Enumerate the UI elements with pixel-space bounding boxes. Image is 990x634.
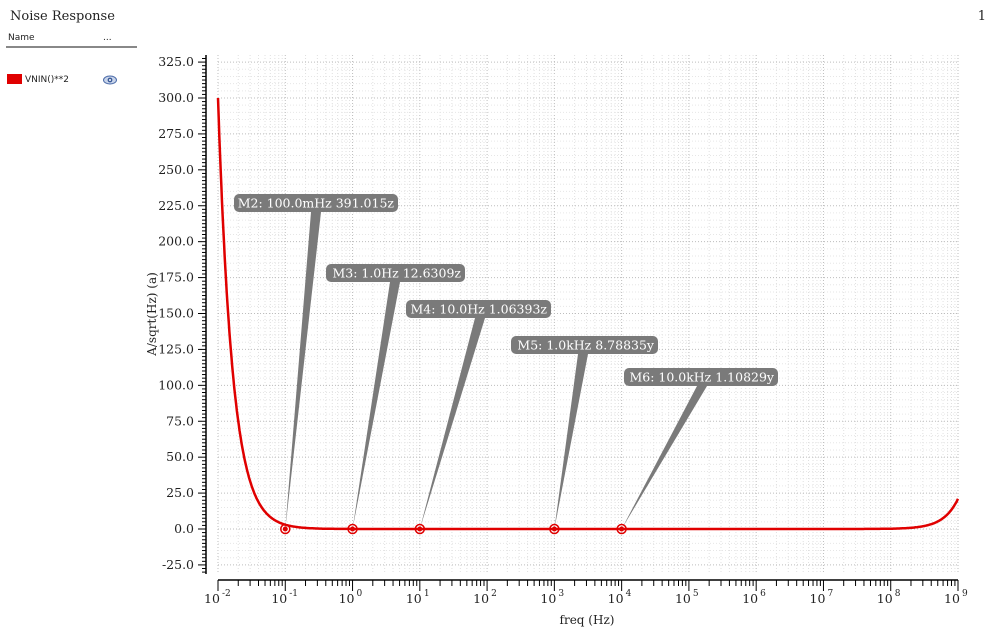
x-tick-label: 10: [473, 591, 489, 606]
svg-text:-1: -1: [289, 589, 298, 599]
svg-text:3: 3: [558, 589, 564, 599]
marker-label: M3: 1.0Hz 12.6309z: [332, 266, 461, 281]
x-tick-label: 10: [339, 591, 355, 606]
page-number: 1: [977, 9, 986, 24]
y-tick-label: 150.0: [158, 306, 194, 321]
marker-label: M2: 100.0mHz 391.015z: [238, 196, 395, 211]
legend-header: Name ...: [6, 33, 137, 48]
x-tick-label: 10: [877, 591, 893, 606]
svg-text:4: 4: [626, 589, 632, 599]
y-tick-label: 25.0: [166, 485, 194, 500]
y-tick-label: 300.0: [158, 90, 194, 105]
y-tick-label: 100.0: [158, 377, 194, 392]
legend-more-column[interactable]: ...: [103, 33, 112, 43]
y-axis-label: A/sqrt(Hz) (a): [145, 272, 159, 357]
y-tick-label: 50.0: [166, 449, 194, 464]
marker-m5[interactable]: M5: 1.0kHz 8.78835y: [511, 336, 658, 535]
y-tick-label: 175.0: [158, 270, 194, 285]
grid: [217, 55, 959, 574]
svg-text:-2: -2: [222, 589, 231, 599]
y-tick-label: 0.0: [174, 521, 194, 536]
x-axis-label: freq (Hz): [560, 613, 615, 627]
marker-m4[interactable]: M4: 10.0Hz 1.06393z: [406, 300, 551, 535]
marker-label: M6: 10.0kHz 1.10829y: [629, 370, 774, 385]
marker-m3[interactable]: M3: 1.0Hz 12.6309z: [326, 264, 465, 535]
series-color-swatch: [7, 74, 22, 84]
x-axis: 10 -2 10 -1 10 0 10 1 10 2 10 3 10 4 10 5 10 6 10 7 10 8 10 9fr…: [204, 579, 968, 627]
y-tick-label: 250.0: [158, 162, 194, 177]
chart-title: Noise Response: [10, 9, 115, 24]
y-tick-label: -25.0: [162, 557, 194, 572]
marker-label: M5: 1.0kHz 8.78835y: [517, 338, 655, 353]
x-tick-label: 10: [406, 591, 422, 606]
y-tick-label: 75.0: [166, 413, 194, 428]
marker-m6[interactable]: M6: 10.0kHz 1.10829y: [616, 368, 778, 535]
x-tick-label: 10: [271, 591, 287, 606]
x-tick-label: 10: [204, 591, 220, 606]
x-tick-label: 10: [944, 591, 960, 606]
legend-name-column[interactable]: Name: [8, 33, 35, 43]
y-tick-label: 275.0: [158, 126, 194, 141]
svg-text:5: 5: [693, 589, 699, 599]
x-tick-label: 10: [540, 591, 556, 606]
series-line[interactable]: [216, 97, 960, 531]
x-tick-label: 10: [608, 591, 624, 606]
marker-label: M4: 10.0Hz 1.06393z: [410, 302, 547, 317]
x-tick-label: 10: [810, 591, 826, 606]
y-tick-label: 200.0: [158, 234, 194, 249]
svg-text:0: 0: [357, 589, 363, 599]
y-axis: 325.0 300.0 275.0 250.0 225.0 200.0 175.0 150.0…: [145, 54, 207, 574]
svg-text:8: 8: [895, 589, 901, 599]
legend-item-label: VNIN()**2: [25, 75, 70, 85]
marker-m2[interactable]: M2: 100.0mHz 391.015z: [234, 194, 398, 535]
svg-text:2: 2: [491, 589, 497, 599]
eye-icon[interactable]: [103, 75, 117, 88]
y-tick-label: 225.0: [158, 198, 194, 213]
x-tick-label: 10: [675, 591, 691, 606]
x-tick-label: 10: [742, 591, 758, 606]
y-tick-label: 325.0: [158, 54, 194, 69]
svg-text:1: 1: [424, 589, 430, 599]
svg-text:9: 9: [962, 589, 968, 599]
legend-item[interactable]: VNIN()**2: [6, 73, 136, 89]
svg-text:7: 7: [827, 589, 833, 599]
svg-text:6: 6: [760, 589, 766, 599]
y-tick-label: 125.0: [158, 341, 194, 356]
